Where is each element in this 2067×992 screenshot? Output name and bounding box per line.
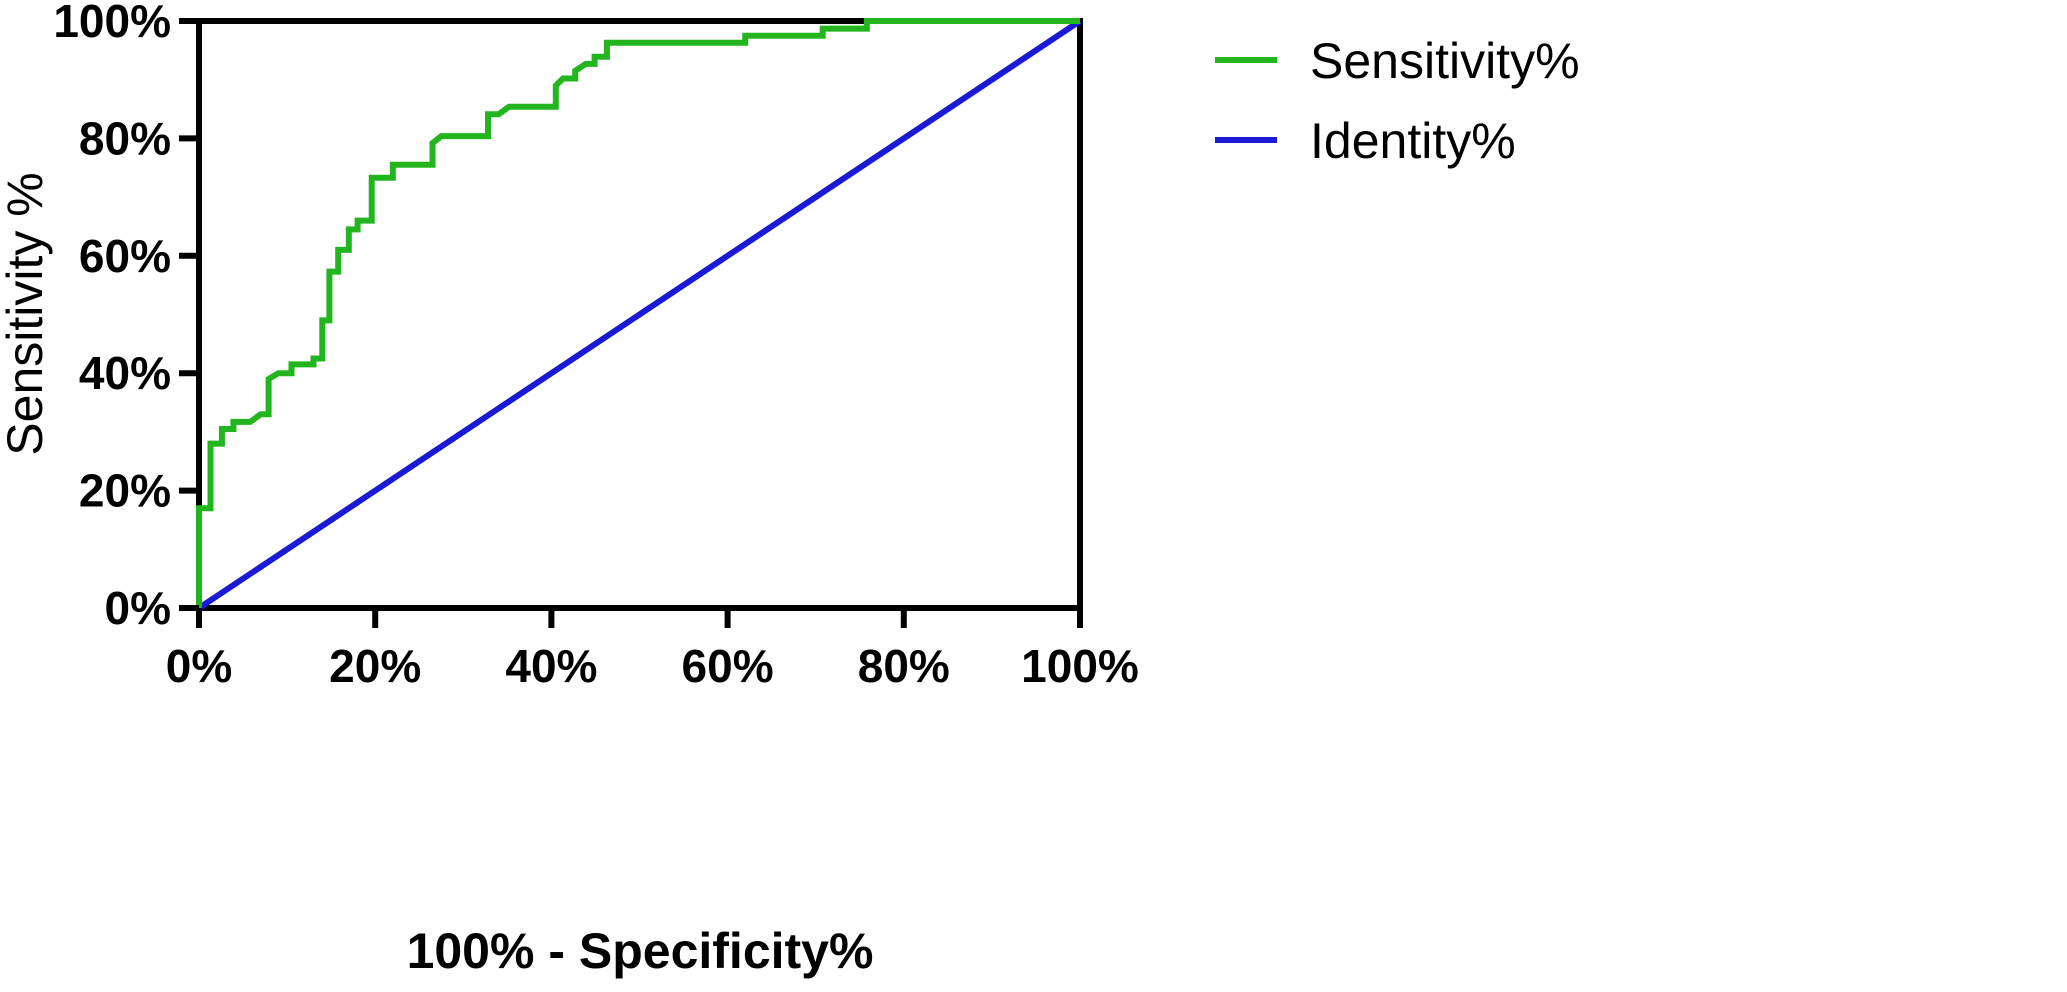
- series-line-identity: [197, 18, 1082, 611]
- y-tick-label: 60%: [79, 230, 171, 282]
- y-axis-ticks: 0% 20% 40% 60% 80% 100%: [53, 0, 199, 634]
- legend-label-identity: Identity%: [1310, 113, 1516, 169]
- legend: Sensitivity% Identity%: [1215, 33, 1580, 169]
- x-axis-ticks: 0% 20% 40% 60% 80% 100%: [166, 608, 1139, 692]
- x-tick-label: 100%: [1021, 640, 1139, 692]
- legend-label-sensitivity: Sensitivity%: [1310, 33, 1580, 89]
- x-tick-label: 60%: [682, 640, 774, 692]
- x-axis-title: 100% - Specificity%: [407, 923, 874, 979]
- series-layer: [196, 18, 1082, 611]
- plot-frame: [196, 18, 1083, 611]
- y-tick-label: 100%: [53, 0, 171, 47]
- y-tick-label: 20%: [79, 465, 171, 517]
- y-tick-label: 40%: [79, 347, 171, 399]
- y-axis-title: Sensitivity %: [0, 172, 53, 455]
- x-tick-label: 80%: [858, 640, 950, 692]
- series-line-sensitivity: [196, 18, 1080, 608]
- x-tick-label: 20%: [329, 640, 421, 692]
- y-tick-label: 80%: [79, 112, 171, 164]
- x-tick-label: 0%: [166, 640, 232, 692]
- y-tick-label: 0%: [105, 582, 171, 634]
- x-tick-label: 40%: [505, 640, 597, 692]
